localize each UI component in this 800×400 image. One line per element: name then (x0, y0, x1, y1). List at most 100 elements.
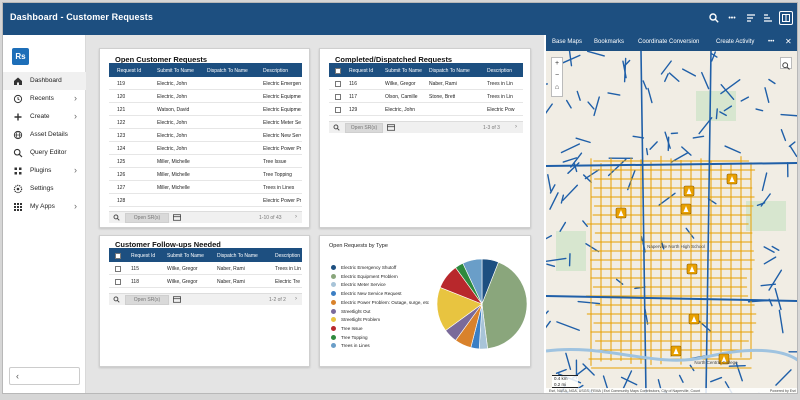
map-panel[interactable]: Base Maps Bookmarks Coordinate Conversio… (546, 35, 798, 394)
legend-label: Trees in Lines (341, 343, 370, 349)
table-row[interactable]: 128 Electric Power Pr (109, 195, 302, 207)
table-row[interactable]: 129 Electric, John Electric Pow (329, 104, 523, 116)
legend-swatch (331, 308, 336, 314)
request-marker-icon[interactable] (726, 173, 738, 185)
open-requests-card: Open Customer Requests Request Id Submit… (99, 48, 310, 228)
select-all-checkbox[interactable] (115, 253, 121, 259)
table-footer: Open SR(s) 1-10 of 43 › (109, 211, 302, 223)
legend-label: Electric Power Problem: Outage, surge, e… (341, 299, 430, 305)
pager-text: 1-10 of 43 (259, 215, 282, 221)
legend-label: Tree Topping (341, 334, 368, 340)
table-view-icon[interactable] (173, 214, 181, 221)
attribution: Esri, NASA, NGA, USGS, FEMA | Esri Commu… (546, 388, 797, 393)
legend-swatch (331, 343, 336, 349)
sidebar-item-create[interactable]: Create › (3, 108, 86, 126)
table-row[interactable]: 121 Watson, David Electric Equipment (109, 104, 302, 116)
tab-base-maps[interactable]: Base Maps (552, 39, 583, 45)
request-marker-icon[interactable] (686, 263, 698, 275)
table-row[interactable]: 124 Electric, John Electric Power Pr (109, 143, 302, 155)
open-sr-button[interactable]: Open SR(s) (345, 123, 383, 133)
sidebar-item-plugins[interactable]: Plugins › (3, 162, 86, 180)
pie-slice-6[interactable] (436, 287, 483, 331)
sidebar-item-settings[interactable]: Settings (3, 180, 86, 198)
more-icon[interactable]: ••• (768, 39, 775, 45)
home-icon (14, 77, 22, 85)
next-page-icon[interactable]: › (295, 296, 297, 302)
chevron-right-icon: › (74, 165, 77, 175)
request-marker-icon[interactable] (688, 313, 700, 325)
legend-label: Tree Issue (341, 325, 363, 331)
legend-label: Electric Equipment Problem (341, 273, 398, 279)
search-icon[interactable] (113, 214, 120, 221)
table-row[interactable]: 118 Wilke, Gregor Naber, Rami Electric Tre (109, 276, 302, 288)
zoom-in-button[interactable]: + (554, 60, 560, 67)
legend-swatch (331, 334, 336, 340)
sidebar-item-recents[interactable]: Recents › (3, 90, 86, 108)
table-view-icon[interactable] (387, 124, 395, 131)
pie-chart (436, 258, 528, 350)
next-page-icon[interactable]: › (295, 214, 297, 220)
more-icon[interactable]: ••• (728, 14, 736, 22)
requests-by-type-card: Open Requests by Type Electric Emergency… (319, 235, 531, 367)
pie-slice-9[interactable] (462, 258, 483, 305)
chevron-right-icon: › (74, 201, 77, 211)
open-sr-button[interactable]: Open SR(s) (125, 295, 169, 305)
search-icon[interactable] (113, 296, 120, 303)
table-row[interactable]: 126 Miller, Michelle Tree Topping (109, 169, 302, 181)
search-icon[interactable] (707, 11, 721, 25)
sort-descending-icon[interactable] (744, 11, 758, 25)
collapse-sidebar-button[interactable]: ‹ (9, 367, 80, 385)
row-checkbox[interactable] (335, 81, 341, 87)
tab-create-activity[interactable]: Create Activity (716, 39, 755, 45)
map-search-icon[interactable] (780, 57, 792, 70)
row-checkbox[interactable] (335, 94, 341, 100)
chart-title: Open Requests by Type (329, 243, 388, 249)
open-sr-button[interactable]: Open SR(s) (125, 213, 169, 223)
row-checkbox[interactable] (115, 279, 121, 285)
table-row[interactable]: 122 Electric, John Electric Meter Se (109, 117, 302, 129)
table-row[interactable]: 127 Miller, Michelle Trees in Lines (109, 182, 302, 194)
table-row[interactable]: 116 Wilke, Gregor Naber, Rami Trees in Lin (329, 78, 523, 90)
table-footer: Open SR(s) 1-2 of 2 › (109, 293, 302, 305)
map-canvas[interactable] (546, 51, 798, 394)
pin-icon[interactable]: ✕ (785, 37, 792, 46)
zoom-controls: + − ⌂ (551, 57, 563, 97)
zoom-out-button[interactable]: − (554, 72, 560, 79)
pie-slice-1[interactable] (481, 261, 528, 349)
sidebar-item-dashboard[interactable]: Dashboard (3, 72, 86, 90)
table-view-icon[interactable] (173, 296, 181, 303)
legend-swatch (331, 299, 336, 305)
home-icon[interactable]: ⌂ (554, 84, 560, 91)
pager-text: 1-3 of 3 (483, 125, 500, 131)
sidebar-item-query-editor[interactable]: Query Editor (3, 144, 86, 162)
request-marker-icon[interactable] (680, 203, 692, 215)
completed-requests-card: Completed/Dispatched Requests Request Id… (319, 48, 531, 228)
row-checkbox[interactable] (115, 266, 121, 272)
request-marker-icon[interactable] (683, 185, 695, 197)
legend-swatch (331, 265, 336, 270)
request-marker-icon[interactable] (615, 207, 627, 219)
request-marker-icon[interactable] (718, 353, 730, 365)
app-logo[interactable]: Rs (12, 48, 29, 65)
sidebar-item-asset-details[interactable]: Asset Details (3, 126, 86, 144)
table-row[interactable]: 120 Electric, John Electric Equipment (109, 91, 302, 103)
table-row[interactable]: 123 Electric, John Electric New Serv (109, 130, 302, 142)
legend-swatch (331, 273, 336, 279)
legend-swatch (331, 282, 336, 288)
request-marker-icon[interactable] (670, 345, 682, 357)
layout-icon[interactable] (779, 11, 793, 25)
legend-swatch (331, 325, 336, 331)
tab-coordinate-conversion[interactable]: Coordinate Conversion (638, 39, 700, 45)
search-icon[interactable] (333, 124, 340, 131)
row-checkbox[interactable] (335, 107, 341, 113)
next-page-icon[interactable]: › (515, 124, 517, 130)
grid-icon (14, 167, 22, 175)
table-row[interactable]: 115 Wilke, Gregor Naber, Rami Trees in Lin (109, 263, 302, 275)
table-row[interactable]: 125 Miller, Michelle Tree Issue (109, 156, 302, 168)
sidebar-item-my-apps[interactable]: My Apps › (3, 198, 86, 216)
select-all-checkbox[interactable] (335, 68, 341, 74)
sort-ascending-icon[interactable] (761, 11, 775, 25)
table-row[interactable]: 117 Olson, Camille Stone, Brett Trees in Li… (329, 91, 523, 103)
tab-bookmarks[interactable]: Bookmarks (594, 39, 625, 45)
